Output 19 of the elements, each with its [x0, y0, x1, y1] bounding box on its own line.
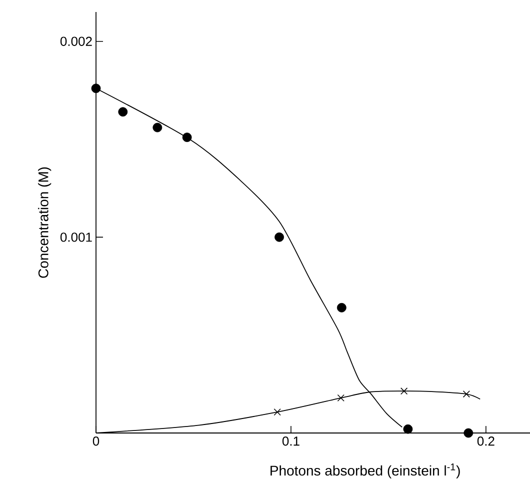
point	[400, 388, 408, 395]
x-tick-label: 0.2	[477, 436, 494, 446]
x-tick-label: 0	[92, 436, 100, 446]
point	[91, 84, 101, 94]
point	[274, 408, 281, 416]
point	[152, 122, 162, 132]
point	[336, 302, 346, 312]
y-tick-label: 0.002	[60, 36, 92, 46]
point	[118, 107, 128, 117]
point	[464, 428, 474, 438]
point	[403, 424, 413, 434]
y-tick-label: 0.001	[60, 232, 92, 242]
x-axis-title: Photons absorbed (einstein l$^{-1}$)	[270, 464, 460, 478]
point	[182, 132, 192, 142]
point	[274, 232, 284, 242]
point	[337, 394, 344, 402]
x-tick-label: 0.1	[282, 436, 300, 446]
y-axis-title: Concentration (M)	[38, 167, 52, 278]
point	[462, 390, 470, 398]
